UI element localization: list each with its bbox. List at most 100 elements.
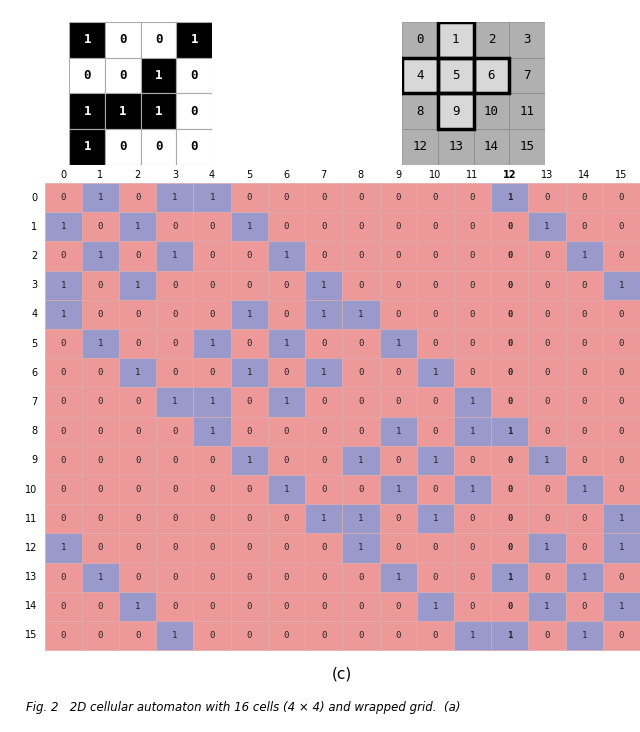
Bar [342, 329, 380, 358]
Text: 1: 1 [61, 223, 66, 231]
Text: 0: 0 [507, 368, 513, 377]
Bar [380, 475, 417, 504]
Bar [305, 329, 342, 358]
Text: 0: 0 [284, 280, 289, 290]
Text: 1: 1 [507, 572, 513, 582]
Bar [193, 387, 230, 417]
Text: 0: 0 [358, 572, 364, 582]
Text: 0: 0 [61, 572, 66, 582]
Text: 1: 1 [358, 543, 364, 553]
Bar [268, 475, 305, 504]
Text: 0: 0 [191, 141, 198, 154]
Bar [342, 417, 380, 446]
Text: 0: 0 [246, 514, 252, 523]
Text: 0: 0 [84, 69, 91, 82]
Text: 1: 1 [321, 280, 326, 290]
Text: 0: 0 [60, 170, 67, 180]
Text: 0: 0 [209, 631, 215, 640]
Text: 0: 0 [119, 69, 127, 82]
Bar [268, 417, 305, 446]
Bar [454, 591, 491, 621]
Bar [119, 242, 156, 271]
Text: 0: 0 [61, 631, 66, 640]
Text: 1: 1 [284, 339, 289, 348]
Text: 0: 0 [470, 368, 476, 377]
Bar [105, 58, 141, 93]
Text: 0: 0 [470, 223, 476, 231]
Text: 0: 0 [98, 223, 103, 231]
Text: 0: 0 [284, 456, 289, 465]
Text: 0: 0 [246, 427, 252, 436]
Text: 0: 0 [619, 485, 624, 494]
Text: 0: 0 [61, 456, 66, 465]
Bar [268, 621, 305, 650]
Text: 1: 1 [433, 514, 438, 523]
Bar [566, 446, 603, 475]
Bar [380, 358, 417, 387]
Text: 0: 0 [191, 69, 198, 82]
Bar [230, 534, 268, 562]
Text: 0: 0 [396, 368, 401, 377]
Text: 1: 1 [98, 572, 103, 582]
Text: 1: 1 [358, 514, 364, 523]
Bar [529, 591, 566, 621]
Text: 0: 0 [544, 631, 550, 640]
Text: 0: 0 [119, 141, 127, 154]
Text: 0: 0 [433, 631, 438, 640]
Bar [529, 621, 566, 650]
Bar [603, 591, 640, 621]
Text: 1: 1 [191, 33, 198, 46]
Text: 6: 6 [31, 367, 37, 378]
Bar [193, 591, 230, 621]
Text: 0: 0 [544, 310, 550, 319]
Text: 0: 0 [433, 543, 438, 553]
Bar [603, 475, 640, 504]
Text: 0: 0 [433, 223, 438, 231]
Bar [417, 212, 454, 242]
Text: 0: 0 [619, 368, 624, 377]
Text: 1: 1 [433, 456, 438, 465]
Text: 0: 0 [172, 368, 177, 377]
Bar [566, 329, 603, 358]
Bar [491, 387, 529, 417]
Bar [119, 621, 156, 650]
Bar [342, 562, 380, 591]
Bar [491, 300, 529, 329]
Text: 1: 1 [470, 485, 476, 494]
Bar [230, 591, 268, 621]
Text: 0: 0 [358, 485, 364, 494]
Bar [603, 562, 640, 591]
Text: 0: 0 [98, 368, 103, 377]
Bar [438, 94, 474, 129]
Text: 0: 0 [358, 631, 364, 640]
Bar [82, 417, 119, 446]
Bar [45, 446, 82, 475]
Bar [566, 212, 603, 242]
Bar [491, 417, 529, 446]
Text: 0: 0 [61, 397, 66, 406]
Bar [156, 417, 193, 446]
Text: 0: 0 [172, 339, 177, 348]
Text: 0: 0 [284, 543, 289, 553]
Bar [529, 212, 566, 242]
Bar [474, 94, 509, 129]
Text: 1: 1 [84, 141, 91, 154]
Bar [417, 621, 454, 650]
Bar [491, 358, 529, 387]
Text: 1: 1 [470, 631, 476, 640]
Bar [305, 242, 342, 271]
Text: 0: 0 [172, 543, 177, 553]
Text: 0: 0 [135, 193, 140, 202]
Text: 8: 8 [31, 426, 37, 436]
Bar [380, 300, 417, 329]
Bar [566, 534, 603, 562]
Text: 1: 1 [433, 368, 438, 377]
Text: 0: 0 [61, 368, 66, 377]
Bar [603, 534, 640, 562]
Text: 0: 0 [209, 543, 215, 553]
Text: 0: 0 [209, 310, 215, 319]
Bar [305, 621, 342, 650]
Text: 1: 1 [619, 543, 624, 553]
Bar [82, 242, 119, 271]
Text: 0: 0 [619, 339, 624, 348]
